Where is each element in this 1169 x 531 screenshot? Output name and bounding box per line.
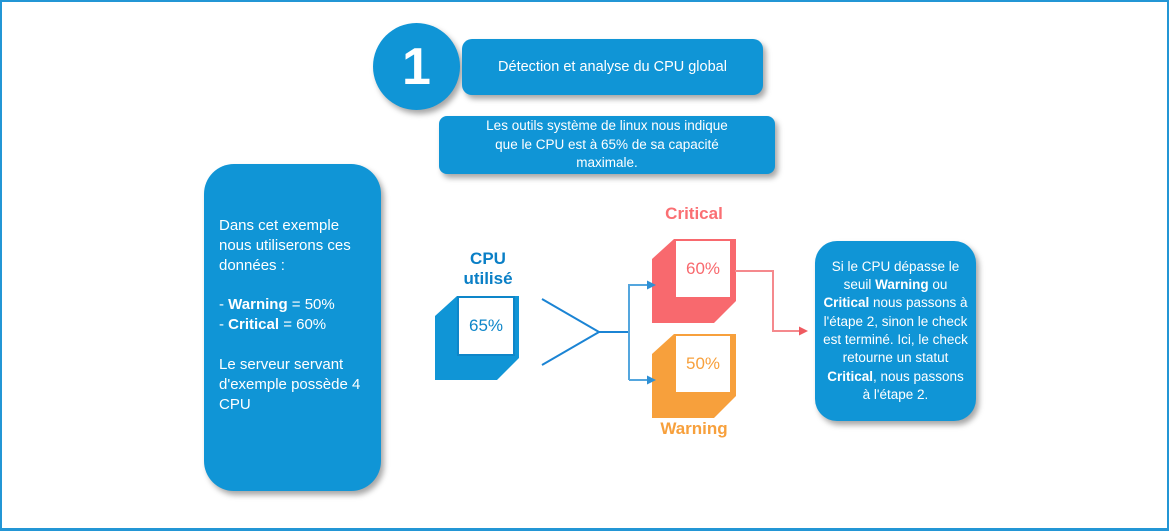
cpu-used-label: CPU utilisé xyxy=(463,249,513,289)
step-description: Les outils système de linux nous indique… xyxy=(486,117,728,171)
warning-value: 50% xyxy=(685,354,721,373)
cpu-value: 65% xyxy=(468,316,504,335)
critical-to-note-line xyxy=(735,270,799,332)
example-data-note: Dans cet exemple nous utiliserons ces do… xyxy=(204,164,381,491)
step-title-box: Détection et analyse du CPU global xyxy=(462,39,763,95)
warning-threshold-box: 50% xyxy=(652,334,736,418)
step-title: Détection et analyse du CPU global xyxy=(498,59,727,75)
warning-box-face: 50% xyxy=(674,334,732,394)
decision-note-box: Si le CPU dépasse le seuil Warning ou Cr… xyxy=(815,241,976,421)
step-number: 1 xyxy=(402,37,431,96)
arrowhead-to-note-icon xyxy=(799,326,808,336)
step-description-box: Les outils système de linux nous indique… xyxy=(439,116,775,174)
warning-label: Warning xyxy=(660,419,728,438)
step-number-badge: 1 xyxy=(373,23,460,110)
server-info-paragraph: Le serveur servant d'exemple possède 4 C… xyxy=(219,355,361,413)
critical-label: Critical xyxy=(665,204,723,223)
thresholds-paragraph: - Warning = 50% - Critical = 60% xyxy=(219,296,335,334)
cpu-value-box: 65% xyxy=(435,296,519,380)
critical-threshold-box: 60% xyxy=(652,239,736,323)
critical-box-face: 60% xyxy=(674,239,732,299)
comparison-chevron xyxy=(541,298,601,366)
decision-note: Si le CPU dépasse le seuil Warning ou Cr… xyxy=(823,258,968,403)
example-note-paragraph: Dans cet exemple nous utiliserons ces do… xyxy=(219,217,351,274)
cpu-box-face: 65% xyxy=(457,296,515,356)
critical-value: 60% xyxy=(685,259,721,278)
branch-to-critical-line xyxy=(628,284,647,380)
